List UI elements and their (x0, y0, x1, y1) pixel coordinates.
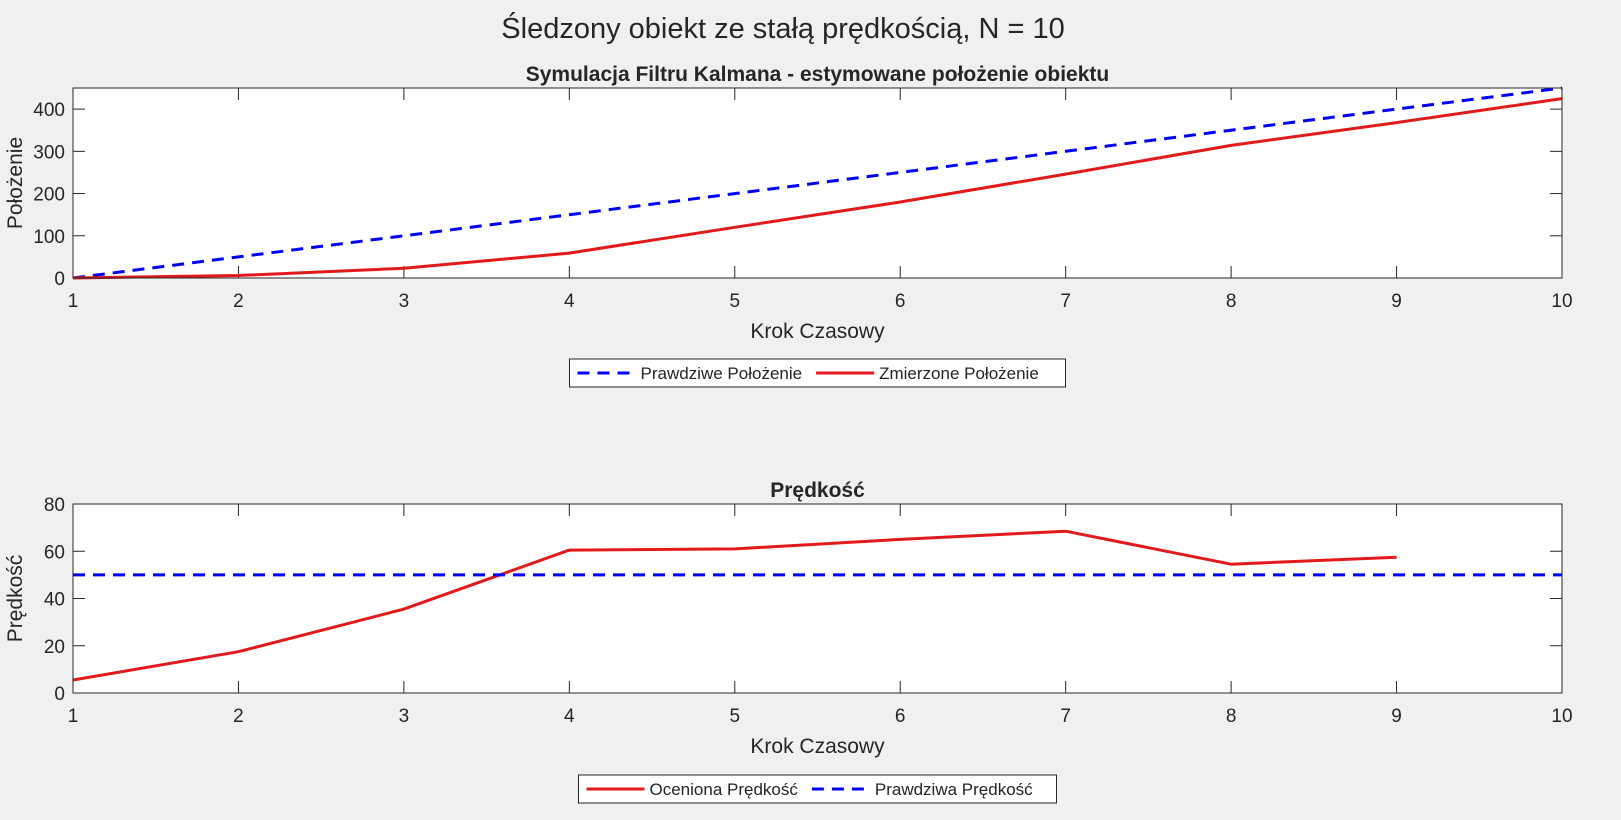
y-tick-label: 80 (44, 495, 65, 516)
x-tick-label: 10 (1551, 291, 1572, 312)
x-tick-label: 9 (1391, 706, 1402, 727)
y-tick-label: 0 (54, 269, 65, 290)
y-axis-label: Prędkość (4, 555, 27, 643)
x-tick-label: 1 (68, 291, 79, 312)
x-tick-label: 4 (564, 706, 575, 727)
y-tick-label: 20 (44, 637, 65, 658)
y-axis-label: Położenie (4, 137, 27, 229)
y-tick-label: 300 (33, 142, 65, 163)
x-tick-label: 5 (729, 291, 740, 312)
y-tick-label: 100 (33, 227, 65, 248)
x-tick-label: 2 (233, 291, 244, 312)
x-tick-label: 2 (233, 706, 244, 727)
axes-box (72, 87, 1563, 279)
legend-entry-label: Prawdziwe Położenie (641, 364, 803, 383)
axes-box (72, 503, 1563, 694)
x-tick-label: 1 (68, 706, 79, 727)
legend: Prawdziwe Położenie Zmierzone Położenie (569, 358, 1066, 388)
y-tick-label: 0 (54, 684, 65, 705)
x-tick-label: 8 (1226, 291, 1237, 312)
x-tick-label: 7 (1060, 706, 1071, 727)
x-axis-label: Krok Czasowy (750, 320, 885, 343)
axes-title: Symulacja Filtru Kalmana - estymowane po… (526, 63, 1109, 86)
x-tick-label: 6 (895, 291, 906, 312)
legend-entry-label: Oceniona Prędkość (650, 780, 799, 799)
x-tick-label: 5 (729, 706, 740, 727)
axes-title: Prędkość (770, 479, 865, 502)
x-tick-label: 9 (1391, 291, 1402, 312)
series-line-prawdziwe-po-o-enie (72, 86, 1563, 280)
y-tick-label: 40 (44, 590, 65, 611)
legend-entry-label: Zmierzone Położenie (879, 364, 1039, 383)
y-tick-label: 60 (44, 542, 65, 563)
x-tick-label: 3 (399, 706, 410, 727)
velocity-axes: 1 2 3 4 5 6 7 8 9 10 0 20 40 60 80 Prędkość Krok Czasowy… (4, 479, 1573, 804)
x-tick-label: 8 (1226, 706, 1237, 727)
plot-area (73, 504, 1562, 693)
x-tick-label: 7 (1060, 291, 1071, 312)
figure-suptitle: Śledzony obiekt ze stałą prędkością, N =… (501, 11, 1064, 45)
legend-entry-label: Prawdziwa Prędkość (875, 780, 1033, 799)
y-tick-label: 200 (33, 185, 65, 206)
x-axis-label: Krok Czasowy (750, 735, 885, 758)
y-tick-label: 400 (33, 100, 65, 121)
legend: Oceniona Prędkość Prawdziwa Prędkość (578, 774, 1057, 804)
x-tick-label: 6 (895, 706, 906, 727)
x-tick-label: 3 (399, 291, 410, 312)
series-line-zmierzone-po-o-enie (72, 97, 1563, 280)
x-tick-label: 10 (1551, 706, 1572, 727)
x-tick-label: 4 (564, 291, 575, 312)
series-line-oceniona-pr-dko- (72, 529, 1397, 682)
